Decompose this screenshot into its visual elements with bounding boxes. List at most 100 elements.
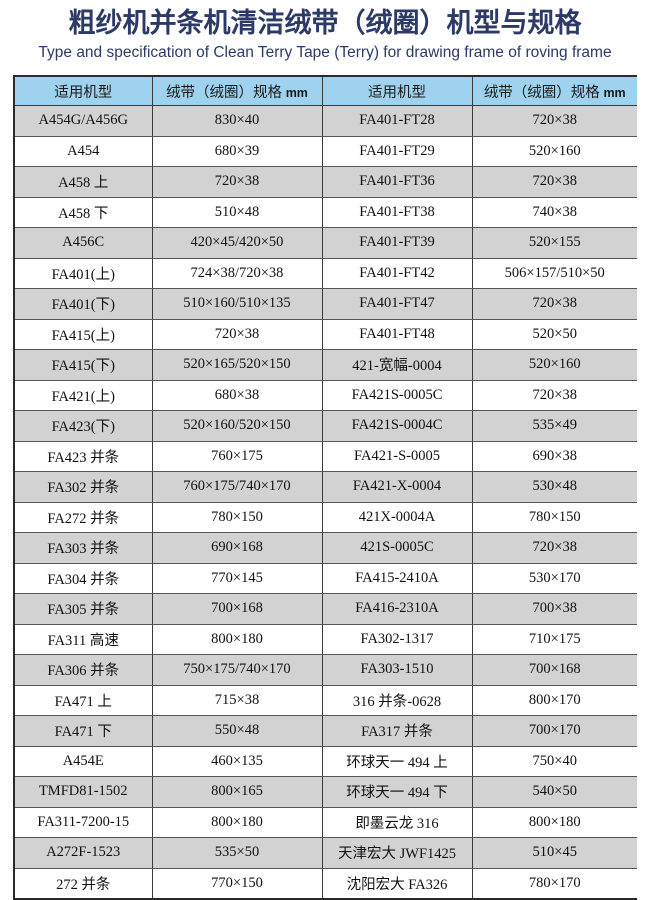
table-row: A454 680×39 FA401-FT29 520×160 (15, 136, 637, 167)
cell-model-right: 316 并条-0628 (322, 685, 473, 716)
table-row: FA304 并条 770×145 FA415-2410A 530×170 (15, 563, 637, 594)
cell-spec-left: 724×38/720×38 (152, 258, 323, 289)
cell-model-left: A272F-1523 (15, 837, 153, 869)
cell-model-right: 沈阳宏大 FA326 (322, 868, 473, 898)
table-row: FA311 高速 800×180 FA302-1317 710×175 (15, 624, 637, 655)
cell-model-left: FA421(上) (15, 380, 153, 411)
cell-spec-left: 550×48 (152, 715, 323, 747)
table-row: FA401(下) 510×160/510×135 FA401-FT47 720×38 (15, 288, 637, 320)
cell-model-left: A454 (15, 136, 153, 167)
table-row: FA305 并条 700×168 FA416-2310A 700×38 (15, 593, 637, 625)
table-head: 适用机型 绒带（绒圈）规格 mm 适用机型 绒带（绒圈）规格 mm (15, 77, 637, 106)
cell-model-right: FA401-FT39 (322, 227, 473, 259)
cell-model-right: FA401-FT29 (322, 136, 473, 167)
cell-spec-left: 460×135 (152, 746, 323, 777)
cell-model-right: FA401-FT28 (322, 105, 473, 137)
cell-model-right: 环球天一 494 下 (322, 776, 473, 808)
cell-spec-right: 520×160 (472, 136, 637, 167)
cell-model-left: FA471 下 (15, 715, 153, 747)
cell-spec-left: 420×45/420×50 (152, 227, 323, 259)
column-header-model-left: 适用机型 (15, 77, 153, 106)
table-row: A458 上 720×38 FA401-FT36 720×38 (15, 166, 637, 198)
cell-spec-right: 800×170 (472, 685, 637, 716)
cell-model-left: A454E (15, 746, 153, 777)
table-row: FA471 上 715×38 316 并条-0628 800×170 (15, 685, 637, 716)
table-row: FA423(下) 520×160/520×150 FA421S-0004C 535×4… (15, 410, 637, 442)
cell-model-right: FA401-FT48 (322, 319, 473, 350)
cell-spec-right: 720×38 (472, 532, 637, 564)
table-row: A458 下 510×48 FA401-FT38 740×38 (15, 197, 637, 228)
cell-spec-left: 520×165/520×150 (152, 349, 323, 381)
cell-spec-left: 760×175/740×170 (152, 471, 323, 503)
column-header-spec-left: 绒带（绒圈）规格 mm (152, 77, 323, 106)
table-body: A454G/A456G 830×40 FA401-FT28 720×38 A454 680… (15, 105, 637, 898)
table-row: FA302 并条 760×175/740×170 FA421-X-0004 530×4… (15, 471, 637, 503)
cell-spec-right: 506×157/510×50 (472, 258, 637, 289)
cell-model-right: FA421S-0005C (322, 380, 473, 411)
cell-spec-left: 680×38 (152, 380, 323, 411)
cell-spec-right: 710×175 (472, 624, 637, 655)
cell-spec-right: 720×38 (472, 380, 637, 411)
cell-model-left: A458 上 (15, 166, 153, 198)
title-block: 粗纱机并条机清洁绒带（绒圈）机型与规格 Type and specificati… (0, 0, 650, 64)
column-header-label: 绒带（绒圈）规格 (483, 84, 600, 101)
cell-model-right: FA317 并条 (322, 715, 473, 747)
cell-spec-right: 780×150 (472, 502, 637, 533)
column-header-unit: mm (603, 85, 626, 100)
cell-spec-left: 720×38 (152, 319, 323, 350)
cell-model-left: FA272 并条 (15, 502, 153, 533)
cell-spec-left: 715×38 (152, 685, 323, 716)
cell-model-right: FA302-1317 (322, 624, 473, 655)
cell-model-left: FA401(上) (15, 258, 153, 289)
cell-spec-left: 520×160/520×150 (152, 410, 323, 442)
cell-spec-right: 720×38 (472, 288, 637, 320)
cell-model-right: 421-宽幅-0004 (322, 349, 473, 381)
cell-model-left: FA415(下) (15, 349, 153, 381)
cell-spec-left: 770×145 (152, 563, 323, 594)
cell-model-left: A456C (15, 227, 153, 259)
cell-model-right: FA303-1510 (322, 654, 473, 686)
cell-spec-left: 760×175 (152, 441, 323, 472)
cell-model-right: 天津宏大 JWF1425 (322, 837, 473, 869)
cell-model-left: FA305 并条 (15, 593, 153, 625)
cell-model-left: FA415(上) (15, 319, 153, 350)
cell-model-right: 即墨云龙 316 (322, 807, 473, 838)
table-row: FA471 下 550×48 FA317 并条 700×170 (15, 715, 637, 747)
cell-model-left: FA401(下) (15, 288, 153, 320)
table-row: FA421(上) 680×38 FA421S-0005C 720×38 (15, 380, 637, 411)
cell-model-left: FA302 并条 (15, 471, 153, 503)
cell-spec-right: 720×38 (472, 166, 637, 198)
cell-spec-right: 740×38 (472, 197, 637, 228)
cell-spec-left: 535×50 (152, 837, 323, 869)
spec-table-container: 适用机型 绒带（绒圈）规格 mm 适用机型 绒带（绒圈）规格 mm A454G/… (13, 75, 637, 900)
cell-spec-right: 535×49 (472, 410, 637, 442)
cell-model-right: FA401-FT38 (322, 197, 473, 228)
column-header-label: 适用机型 (368, 84, 426, 101)
cell-model-left: FA311-7200-15 (15, 807, 153, 838)
cell-spec-left: 800×180 (152, 807, 323, 838)
table-row: A272F-1523 535×50 天津宏大 JWF1425 510×45 (15, 837, 637, 869)
cell-model-right: FA401-FT42 (322, 258, 473, 289)
cell-spec-right: 750×40 (472, 746, 637, 777)
cell-model-left: TMFD81-1502 (15, 776, 153, 808)
cell-spec-right: 690×38 (472, 441, 637, 472)
spec-table: 适用机型 绒带（绒圈）规格 mm 适用机型 绒带（绒圈）规格 mm A454G/… (15, 77, 637, 898)
cell-spec-left: 780×150 (152, 502, 323, 533)
cell-spec-right: 510×45 (472, 837, 637, 869)
cell-spec-right: 720×38 (472, 105, 637, 137)
cell-spec-left: 690×168 (152, 532, 323, 564)
table-row: A456C 420×45/420×50 FA401-FT39 520×155 (15, 227, 637, 259)
cell-spec-left: 750×175/740×170 (152, 654, 323, 686)
cell-spec-left: 830×40 (152, 105, 323, 137)
header-row: 适用机型 绒带（绒圈）规格 mm 适用机型 绒带（绒圈）规格 mm (15, 77, 637, 106)
cell-spec-left: 510×48 (152, 197, 323, 228)
cell-model-left: 272 并条 (15, 868, 153, 898)
cell-model-right: FA421-X-0004 (322, 471, 473, 503)
cell-model-left: A458 下 (15, 197, 153, 228)
column-header-unit: mm (285, 85, 308, 100)
cell-spec-right: 800×180 (472, 807, 637, 838)
cell-spec-right: 700×38 (472, 593, 637, 625)
cell-model-left: A454G/A456G (15, 105, 153, 137)
cell-spec-right: 700×170 (472, 715, 637, 747)
